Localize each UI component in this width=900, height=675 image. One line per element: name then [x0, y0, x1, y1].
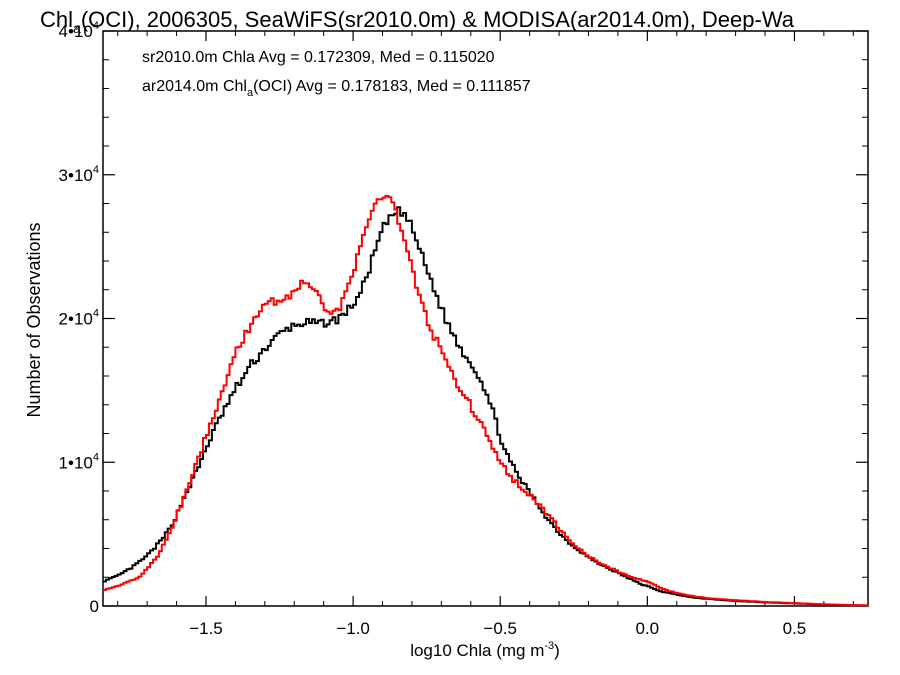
- x-axis-label: log10 Chla (mg m-3): [410, 640, 560, 660]
- y-tick-exponent: 4: [93, 164, 99, 176]
- x-tick-label: −0.5: [483, 619, 517, 638]
- y-tick-label-text: 0: [90, 597, 99, 616]
- title-sub: a: [73, 20, 81, 36]
- legend: sr2010.0m Chla Avg = 0.172309, Med = 0.1…: [142, 49, 531, 99]
- legend-text: ar2014.0m Chl: [142, 78, 247, 95]
- title-rest: (OCI), 2006305, SeaWiFS(sr2010.0m) & MOD…: [81, 7, 795, 32]
- x-tick-label: 0.0: [636, 619, 660, 638]
- series-layer: [103, 195, 868, 607]
- y-tick-label: 3•104: [59, 164, 99, 185]
- y-tick-label: 1•104: [59, 451, 99, 472]
- x-tick-label: −1.5: [189, 619, 223, 638]
- x-tick-label: −1.0: [336, 619, 370, 638]
- y-axis-label: Number of Observations: [24, 222, 44, 417]
- y-tick-label: 2•104: [59, 308, 99, 329]
- chart-title: Chla(OCI), 2006305, SeaWiFS(sr2010.0m) &…: [40, 7, 795, 36]
- y-tick-mantissa: 4•10: [59, 22, 93, 41]
- legend-text: sr2010.0m Chla Avg = 0.172309, Med = 0.1…: [142, 49, 495, 66]
- xlabel-sup: -3: [544, 640, 554, 652]
- y-tick-mantissa: 2•10: [59, 310, 93, 329]
- y-tick-exponent: 4: [93, 451, 99, 463]
- y-tick-mantissa: 3•10: [59, 166, 93, 185]
- y-tick-exponent: 4: [93, 20, 99, 32]
- legend-entry-0: sr2010.0m Chla Avg = 0.172309, Med = 0.1…: [142, 49, 495, 66]
- title-base: Chl: [40, 7, 73, 32]
- legend-post: (OCI) Avg = 0.178183, Med = 0.111857: [253, 78, 531, 95]
- y-tick-label: 0: [90, 597, 99, 616]
- y-tick-label: 4•104: [59, 20, 99, 41]
- xlabel-base: log10 Chla (mg m: [410, 641, 544, 660]
- y-tick-exponent: 4: [93, 308, 99, 320]
- y-tick-mantissa: 1•10: [59, 453, 93, 472]
- legend-sub: a: [247, 87, 254, 99]
- x-tick-label: 0.5: [783, 619, 807, 638]
- plot-frame: [102, 30, 869, 607]
- xlabel-end: ): [554, 641, 560, 660]
- series-line-1: [103, 195, 868, 607]
- legend-entry-1: ar2014.0m Chla(OCI) Avg = 0.178183, Med …: [142, 78, 531, 99]
